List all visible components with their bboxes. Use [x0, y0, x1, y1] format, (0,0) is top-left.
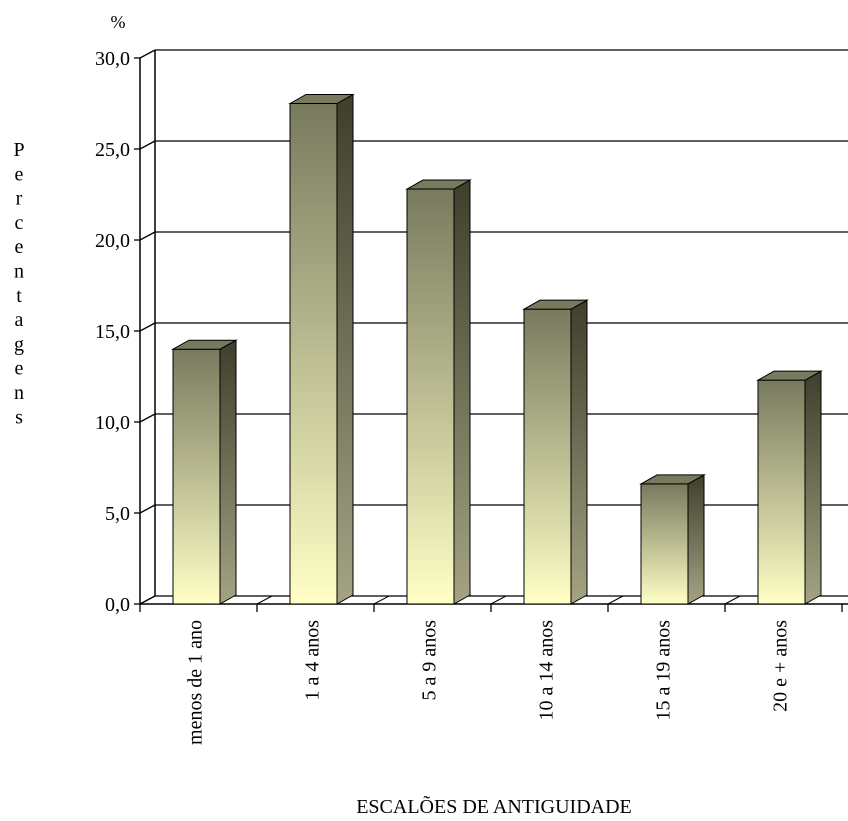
bar-side-face: [220, 340, 236, 604]
grid-lines: [140, 50, 848, 604]
bar: [173, 340, 236, 604]
bar: [641, 475, 704, 604]
side-wall-gridline: [140, 141, 155, 149]
floor-gridline: [725, 596, 740, 604]
y-axis-title-letter: e: [15, 236, 24, 258]
side-wall-gridline: [140, 414, 155, 422]
x-tick-label: 15 a 19 anos: [653, 620, 675, 721]
side-wall-gridline: [140, 505, 155, 513]
floor-gridline: [491, 596, 506, 604]
bar-front-face: [173, 349, 220, 604]
bar-front-face: [290, 104, 337, 605]
y-axis-title-letter: a: [15, 309, 24, 331]
y-axis-title-letter: n: [14, 261, 24, 283]
y-axis-title-letter: s: [15, 406, 23, 428]
y-tick-label: 15,0: [95, 321, 130, 343]
floor-gridline: [257, 596, 272, 604]
y-axis-title-letter: P: [13, 139, 24, 161]
side-wall-gridline: [140, 50, 155, 58]
y-unit-label: %: [111, 12, 126, 32]
x-tick-label: 20 e + anos: [770, 620, 792, 712]
bars: [173, 95, 821, 605]
y-tick-label: 10,0: [95, 412, 130, 434]
bar-side-face: [454, 180, 470, 604]
floor-gridline: [140, 596, 155, 604]
bar-side-face: [805, 371, 821, 604]
bar-front-face: [407, 189, 454, 604]
bar: [290, 95, 353, 605]
side-wall-gridline: [140, 323, 155, 331]
y-axis-title-letter: n: [14, 382, 24, 404]
bar-side-face: [337, 95, 353, 605]
bar-front-face: [524, 309, 571, 604]
bar: [407, 180, 470, 604]
y-tick-label: 30,0: [95, 48, 130, 70]
y-axis-title-letter: e: [15, 163, 24, 185]
bar-side-face: [688, 475, 704, 604]
y-tick-label: 25,0: [95, 139, 130, 161]
y-axis-title-letter: e: [15, 358, 24, 380]
axes: [134, 50, 848, 612]
bar-front-face: [758, 380, 805, 604]
side-wall-gridline: [140, 232, 155, 240]
x-tick-label: 10 a 14 anos: [536, 620, 558, 721]
bar: [758, 371, 821, 604]
x-tick-label: menos de 1 ano: [185, 620, 207, 745]
bar: [524, 300, 587, 604]
x-tick-label: 1 a 4 anos: [302, 620, 324, 701]
y-tick-label: 5,0: [105, 503, 130, 525]
floor-gridline: [374, 596, 389, 604]
labels: % ESCALÕES DE ANTIGUIDADE 0,0 5,0 10,0 15,0…: [13, 12, 791, 818]
y-tick-label: 0,0: [105, 594, 130, 616]
bar-front-face: [641, 484, 688, 604]
y-axis-title-letter: r: [16, 188, 23, 210]
x-tick-label: 5 a 9 anos: [419, 620, 441, 701]
y-tick-label: 20,0: [95, 230, 130, 252]
bar-side-face: [571, 300, 587, 604]
y-axis-title-letter: g: [14, 333, 24, 355]
floor-gridline: [608, 596, 623, 604]
y-axis-title-letter: t: [16, 285, 22, 307]
y-axis-title-letter: c: [15, 212, 24, 234]
x-axis-title: ESCALÕES DE ANTIGUIDADE: [356, 794, 632, 818]
